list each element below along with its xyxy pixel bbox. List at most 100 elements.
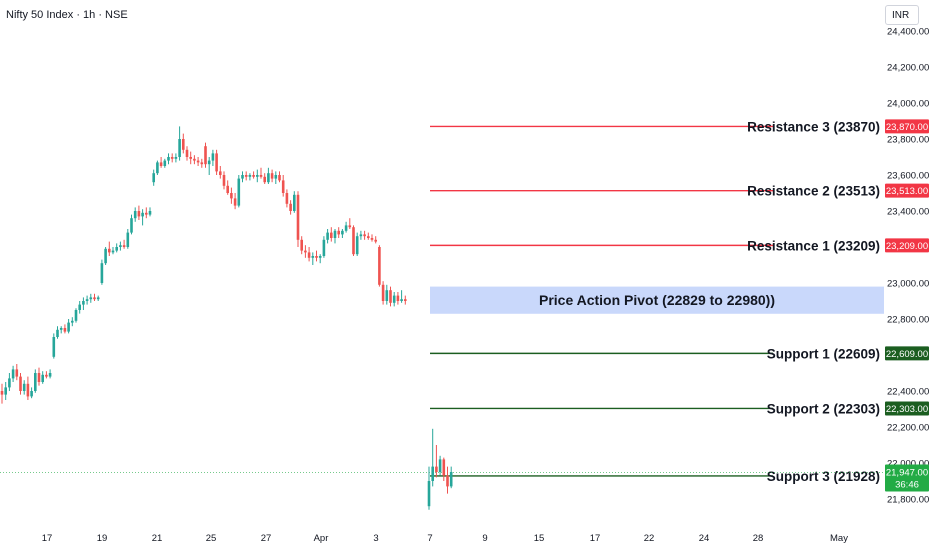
candle-up <box>248 175 252 177</box>
resistance-price-badge <box>885 183 929 198</box>
candle-up <box>96 297 100 300</box>
bar-countdown: 36:46 <box>895 480 919 491</box>
candle-down <box>285 193 289 204</box>
candle-down <box>204 146 207 165</box>
price-axis[interactable]: 24,400.00 24,200.00 24,000.00 23,800.00 23,6… <box>887 27 929 506</box>
candle-down <box>215 153 218 172</box>
badge-price-text: 22,609.00 <box>886 349 928 360</box>
time-tick-label: 19 <box>97 533 108 544</box>
candle-down <box>63 328 67 332</box>
candle-down <box>219 171 222 175</box>
candle-up <box>41 374 44 382</box>
candle-up <box>163 160 167 166</box>
time-tick-label: May <box>830 533 848 544</box>
resistance-label: Resistance 3 (23870) <box>747 119 880 134</box>
candle-up <box>207 160 211 165</box>
candle-up <box>78 304 81 310</box>
candle-up <box>52 337 56 357</box>
candle-up <box>141 212 144 217</box>
candle-up <box>293 194 296 211</box>
candle-up <box>148 211 152 215</box>
time-tick-label: 15 <box>534 533 545 544</box>
candle-down <box>259 175 263 177</box>
badge-price-text: 23,513.00 <box>886 186 928 197</box>
candle-up <box>59 328 63 330</box>
candle-down <box>19 376 22 391</box>
candle-up <box>211 153 215 161</box>
candle-down <box>363 234 366 237</box>
candle-down <box>370 238 374 240</box>
candle-down <box>137 211 141 217</box>
candle-up <box>111 250 115 253</box>
candle-down <box>222 175 226 186</box>
symbol-title[interactable]: Nifty 50 Index · 1h · NSE <box>6 9 128 21</box>
time-tick-label: 3 <box>373 533 378 544</box>
candle-down <box>442 459 446 476</box>
candle-up <box>438 459 442 472</box>
candle-up <box>67 322 70 332</box>
pivot-zone-label: Price Action Pivot (22829 to 22980)) <box>539 292 775 308</box>
candle-up <box>130 218 133 233</box>
candle-up <box>74 310 78 321</box>
candle-down <box>300 239 303 251</box>
candle-down <box>435 466 438 472</box>
candle-up <box>355 236 359 255</box>
candle-up <box>133 211 137 219</box>
candle-down <box>200 162 204 165</box>
price-tick-label: 23,800.00 <box>887 135 929 146</box>
current-price-badge <box>885 464 929 492</box>
candle-down <box>296 194 300 240</box>
candle-down <box>337 230 340 235</box>
candle-up <box>89 297 93 300</box>
candle-down <box>226 185 229 193</box>
candle-up <box>156 162 159 174</box>
candle-up <box>71 320 74 323</box>
candle-down <box>374 239 377 242</box>
price-tick-label: 23,400.00 <box>887 207 929 218</box>
time-tick-label: 22 <box>644 533 655 544</box>
pivot-zone <box>430 286 884 314</box>
candle-down <box>145 212 148 215</box>
candle-up <box>267 173 270 183</box>
candle-up <box>385 290 389 301</box>
candle-down <box>304 250 307 253</box>
candle-up <box>48 373 52 377</box>
candle-up <box>237 178 241 206</box>
candle-up <box>56 329 59 337</box>
price-tick-label: 24,000.00 <box>887 99 929 110</box>
candle-down <box>244 175 248 177</box>
candle-up <box>392 295 396 303</box>
candle-up <box>333 230 337 238</box>
candle-up <box>104 248 107 264</box>
time-tick-label: 28 <box>753 533 764 544</box>
candle-up <box>22 383 26 391</box>
candle-down <box>289 203 292 211</box>
price-tick-label: 22,400.00 <box>887 387 929 398</box>
price-tick-label: 22,000.00 <box>887 459 929 470</box>
candle-up <box>449 472 453 487</box>
candle-up <box>256 175 259 177</box>
candle-up <box>427 481 431 507</box>
candle-up <box>274 175 278 179</box>
currency-selector[interactable]: INR <box>885 5 919 25</box>
price-badges: 23,870.00 23,513.00 23,209.00 22,609.00 22,3… <box>885 119 929 492</box>
candle-up <box>326 232 329 240</box>
candle-down <box>15 369 19 377</box>
time-axis[interactable]: 17 19 21 25 27 Apr 3 7 9 15 17 22 24 28 May <box>42 533 849 544</box>
price-tick-label: 22,800.00 <box>887 315 929 326</box>
candle-down <box>93 297 96 300</box>
candle-down <box>263 176 266 183</box>
levels-layer: Resistance 3 (23870) Resistance 2 (23513)… <box>0 119 885 484</box>
support-price-badge <box>885 401 929 416</box>
candle-down <box>270 173 274 179</box>
candle-up <box>30 391 33 397</box>
support-label: Support 1 (22609) <box>767 346 880 361</box>
price-tick-label: 24,200.00 <box>887 63 929 74</box>
candle-down <box>378 247 381 285</box>
candle-down <box>45 374 48 377</box>
time-tick-label: 17 <box>42 533 53 544</box>
time-tick-label: Apr <box>314 533 329 544</box>
candle-down <box>396 295 400 301</box>
candle-up <box>241 175 244 179</box>
